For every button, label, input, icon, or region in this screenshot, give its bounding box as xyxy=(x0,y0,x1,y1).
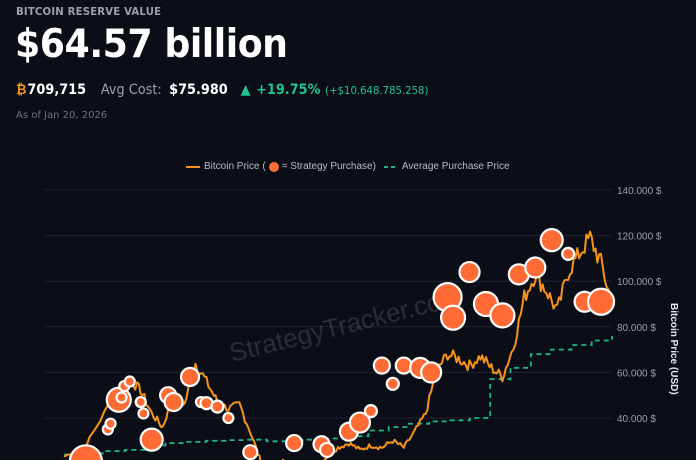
purchase-dot xyxy=(222,411,235,425)
purchase-dot xyxy=(561,246,576,261)
purchase-dot xyxy=(318,441,336,459)
legend-purchase-label: = Strategy Purchase) xyxy=(281,161,376,172)
y-tick-label: 120.000 $ xyxy=(617,232,662,243)
purchase-dot xyxy=(385,376,400,391)
y-tick-label: 80.000 $ xyxy=(617,323,656,334)
y-tick-label: 100.000 $ xyxy=(617,277,662,288)
purchase-dot xyxy=(439,304,467,331)
purchase-dot xyxy=(285,433,304,453)
purchase-dot xyxy=(372,356,391,375)
average-purchase-line xyxy=(64,336,613,456)
avg-dash-swatch-icon xyxy=(383,165,398,168)
purchase-dot xyxy=(68,444,103,460)
y-tick-label: 60.000 $ xyxy=(617,368,656,379)
legend-price-label: Bitcoin Price ( xyxy=(204,161,266,172)
y-tick-label: 140.000 $ xyxy=(617,186,662,197)
trend-up-icon: ▲ xyxy=(240,82,251,98)
y-tick-label: 40.000 $ xyxy=(617,414,656,425)
watermark: StrategyTracker.com xyxy=(226,281,465,368)
purchase-dot xyxy=(489,302,516,329)
section-eyebrow: BITCOIN RESERVE VALUE xyxy=(16,5,162,18)
purchase-dot xyxy=(163,391,184,413)
purchase-dot xyxy=(586,287,616,316)
purchase-dot xyxy=(139,427,164,452)
purchase-dot xyxy=(524,256,547,279)
bitcoin-icon: ₿ xyxy=(16,82,27,98)
purchase-dot xyxy=(137,407,150,420)
avg-cost-label: Avg Cost: xyxy=(100,82,162,98)
purchase-dot xyxy=(458,260,481,284)
price-line-swatch-icon xyxy=(186,165,200,168)
legend-avg-label: Average Purchase Price xyxy=(401,161,510,172)
avg-cost-value: $75.980 xyxy=(169,82,228,98)
purchase-dot xyxy=(123,375,136,388)
purchase-dot xyxy=(134,395,147,409)
purchase-dot xyxy=(115,391,128,404)
purchase-dot xyxy=(210,399,225,414)
purchase-dot xyxy=(420,361,443,384)
purchase-dot-icon xyxy=(268,161,279,172)
stats-row: ₿ 709,715 Avg Cost: $75.980 ▲ +19.75% (+… xyxy=(16,81,428,98)
chart-legend: Bitcoin Price ( = Strategy Purchase) Ave… xyxy=(186,161,510,172)
reserve-value: $64.57 billion xyxy=(15,22,288,67)
change-absolute: (+$10.648.785.258) xyxy=(325,84,429,97)
purchase-dot xyxy=(242,444,259,460)
y-axis-label: Bitcoin Price (USD) xyxy=(668,303,679,395)
purchase-dot xyxy=(179,366,201,388)
purchase-dot xyxy=(539,228,564,253)
purchase-dot xyxy=(348,411,372,434)
purchase-dot xyxy=(104,417,117,430)
as-of-date: As of Jan 20, 2026 xyxy=(16,110,108,121)
btc-holdings: 709,715 xyxy=(27,82,87,98)
change-percent: +19.75% xyxy=(256,82,321,98)
purchase-dot xyxy=(363,404,378,419)
